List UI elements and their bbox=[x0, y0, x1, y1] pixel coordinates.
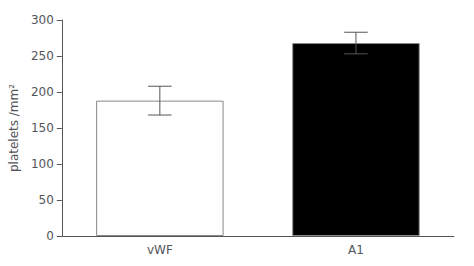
svg-text:50: 50 bbox=[39, 193, 54, 207]
svg-text:platelets /mm²: platelets /mm² bbox=[7, 84, 21, 172]
svg-text:vWF: vWF bbox=[147, 243, 173, 257]
svg-text:100: 100 bbox=[31, 157, 54, 171]
svg-text:200: 200 bbox=[31, 85, 54, 99]
svg-text:0: 0 bbox=[46, 229, 54, 243]
svg-text:300: 300 bbox=[31, 13, 54, 27]
svg-text:150: 150 bbox=[31, 121, 54, 135]
svg-text:A1: A1 bbox=[348, 243, 364, 257]
svg-text:250: 250 bbox=[31, 49, 54, 63]
